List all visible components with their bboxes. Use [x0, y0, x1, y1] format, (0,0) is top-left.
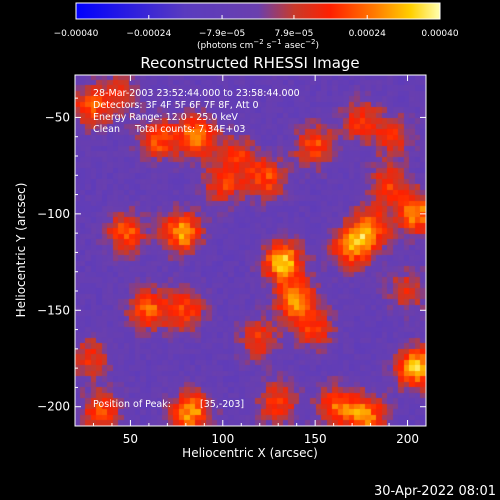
y-tick-label: −150 [37, 303, 70, 317]
colorbar-tick-label: 7.9e−05 [275, 29, 314, 39]
annotation-time-range: 28-Mar-2003 23:52:44.000 to 23:58:44.000 [93, 88, 300, 99]
footer-timestamp: 30-Apr-2022 08:01 [374, 484, 496, 499]
heatmap-canvas [75, 75, 426, 426]
annotation-total-counts: Clean Total counts: 7.34E+03 [93, 124, 245, 135]
colorbar-tick-label: −7.9e−05 [199, 29, 245, 39]
peak-position-label: Position of Peak: [35,-203] [93, 399, 244, 410]
y-tick-label: −100 [37, 207, 70, 221]
peak-value: [35,-203] [200, 399, 244, 410]
colorbar-tick-label: −0.00040 [54, 29, 99, 39]
x-tick-label: 150 [304, 432, 327, 446]
y-tick-label: −50 [45, 110, 70, 124]
colorbar-tick-label: 0.00040 [421, 29, 458, 39]
y-tick-label: −200 [37, 400, 70, 414]
y-axis: −50 −100 −150 −200 [37, 97, 426, 414]
plot-frame [74, 74, 427, 427]
y-axis-label: Heliocentric Y (arcsec) [14, 183, 28, 318]
colorbar-tick-label: −0.00024 [126, 29, 171, 39]
colorbar-gradient [75, 2, 441, 20]
annotation-energy-range: Energy Range: 12.0 - 25.0 keV [93, 112, 238, 123]
x-tick-label: 100 [211, 432, 234, 446]
colorbar: −0.00040 −0.00024 −7.9e−05 7.9e−05 0.00024 0.… [54, 2, 459, 51]
colorbar-unit-label: (photons cm−2 s−1 asec−2) [197, 38, 319, 51]
colorbar-ticks: −0.00040 −0.00024 −7.9e−05 7.9e−05 0.00024 0.… [54, 15, 459, 39]
annotation-block: 28-Mar-2003 23:52:44.000 to 23:58:44.000… [93, 88, 300, 410]
annotation-detectors: Detectors: 3F 4F 5F 6F 7F 8F, Att 0 [93, 100, 259, 111]
x-tick-label: 200 [396, 432, 419, 446]
image-area [74, 74, 427, 427]
chart-title: Reconstructed RHESSI Image [140, 54, 359, 72]
peak-label-text: Position of Peak: [93, 399, 171, 410]
x-tick-label: 50 [123, 432, 138, 446]
x-axis-label: Heliocentric X (arcsec) [182, 446, 318, 460]
colorbar-tick-label: 0.00024 [349, 29, 386, 39]
x-axis: 50 100 150 200 [92, 75, 419, 446]
